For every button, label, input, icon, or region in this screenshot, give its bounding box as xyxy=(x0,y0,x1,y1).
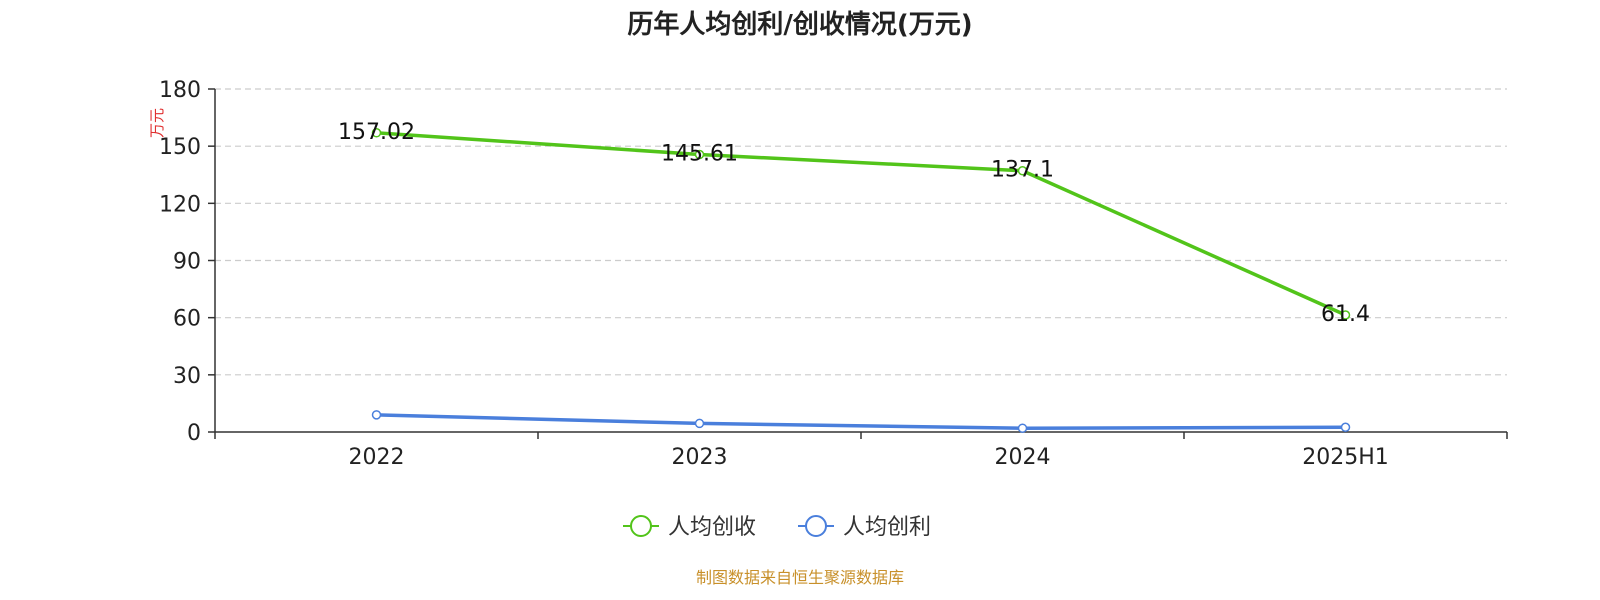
data-label: 157.02 xyxy=(338,120,415,145)
y-tick-label: 90 xyxy=(173,250,201,275)
y-tick-label: 120 xyxy=(159,192,201,217)
y-tick-label: 60 xyxy=(173,307,201,332)
y-tick-label: 0 xyxy=(187,421,201,446)
y-tick-label: 150 xyxy=(159,135,201,160)
series-line xyxy=(376,413,1346,430)
data-labels: 157.02 145.61 137.1 61.4 xyxy=(338,120,1370,327)
data-point[interactable] xyxy=(1017,423,1028,433)
x-tick-label: 2024 xyxy=(995,445,1051,470)
series-layer xyxy=(371,128,1351,433)
y-tick-label: 30 xyxy=(173,364,201,389)
legend-marker xyxy=(805,515,827,537)
axes: 0 30 60 90 120 150 180 2022 2023 2024 2025H1 xyxy=(159,78,1508,470)
x-tick-label: 2022 xyxy=(349,445,405,470)
legend-label: 人均创收 xyxy=(668,515,756,540)
chart-title: 历年人均创利/创收情况(万元) xyxy=(627,9,972,40)
data-point[interactable] xyxy=(694,149,705,160)
data-label: 61.4 xyxy=(1321,302,1370,327)
x-tick-label: 2023 xyxy=(672,445,728,470)
data-point[interactable] xyxy=(694,418,705,429)
y-axis-unit-label: 万元 xyxy=(148,108,166,138)
y-tick-label: 180 xyxy=(159,78,201,103)
data-label: 145.61 xyxy=(661,142,738,167)
data-point[interactable] xyxy=(371,410,382,420)
data-label: 137.1 xyxy=(991,158,1054,183)
data-point[interactable] xyxy=(1017,165,1028,176)
data-point[interactable] xyxy=(1340,422,1351,432)
source-note: 制图数据来自恒生聚源数据库 xyxy=(696,568,904,587)
x-tick-label: 2025H1 xyxy=(1302,445,1389,470)
legend-item[interactable]: 人均创收 xyxy=(623,515,756,540)
grid-lines xyxy=(215,88,1507,376)
series-line xyxy=(376,131,1347,317)
data-point[interactable] xyxy=(371,128,382,138)
legend-item[interactable]: 人均创利 xyxy=(798,515,931,540)
data-point[interactable] xyxy=(1340,310,1351,320)
legend-label: 人均创利 xyxy=(843,515,931,540)
legend[interactable]: 人均创收 人均创利 xyxy=(623,515,931,540)
legend-marker xyxy=(630,515,652,537)
